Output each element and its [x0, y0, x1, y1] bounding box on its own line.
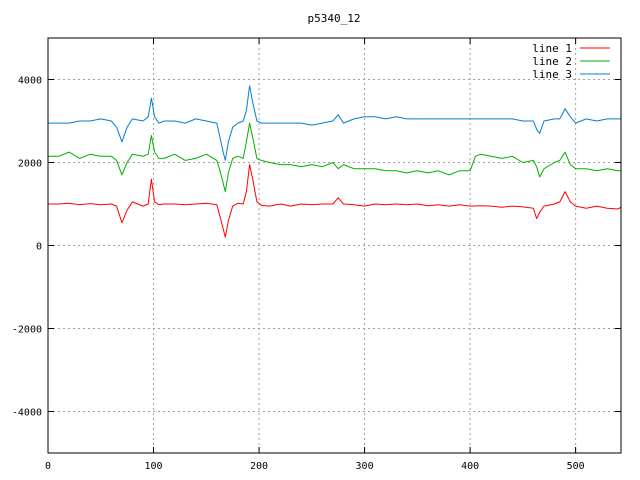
- y-tick-label: 0: [36, 242, 42, 253]
- x-tick-label: 300: [356, 461, 374, 472]
- legend-label-1: line 1: [532, 42, 572, 55]
- grid-lines: [48, 38, 621, 453]
- series-group: [48, 85, 622, 238]
- series-line-3: [48, 85, 621, 161]
- series-line-2: [48, 122, 621, 193]
- y-tick-label: -4000: [12, 408, 42, 419]
- x-tick-label: 400: [461, 461, 479, 472]
- x-tick-label: 100: [144, 461, 162, 472]
- y-tick-label: -2000: [12, 325, 42, 336]
- series-line-1: [48, 164, 622, 238]
- y-tick-label: 2000: [18, 159, 42, 170]
- x-tick-label: 0: [45, 461, 51, 472]
- x-tick-label: 500: [567, 461, 585, 472]
- legend-label-3: line 3: [532, 68, 572, 81]
- legend-label-2: line 2: [532, 55, 572, 68]
- chart-title: p5340_12: [308, 12, 361, 25]
- y-tick-label: 4000: [18, 76, 42, 87]
- x-tick-label: 200: [250, 461, 268, 472]
- axis-ticks: 0 100 200 300 400 500 -4000 -2000 0 2000 4000: [12, 38, 621, 472]
